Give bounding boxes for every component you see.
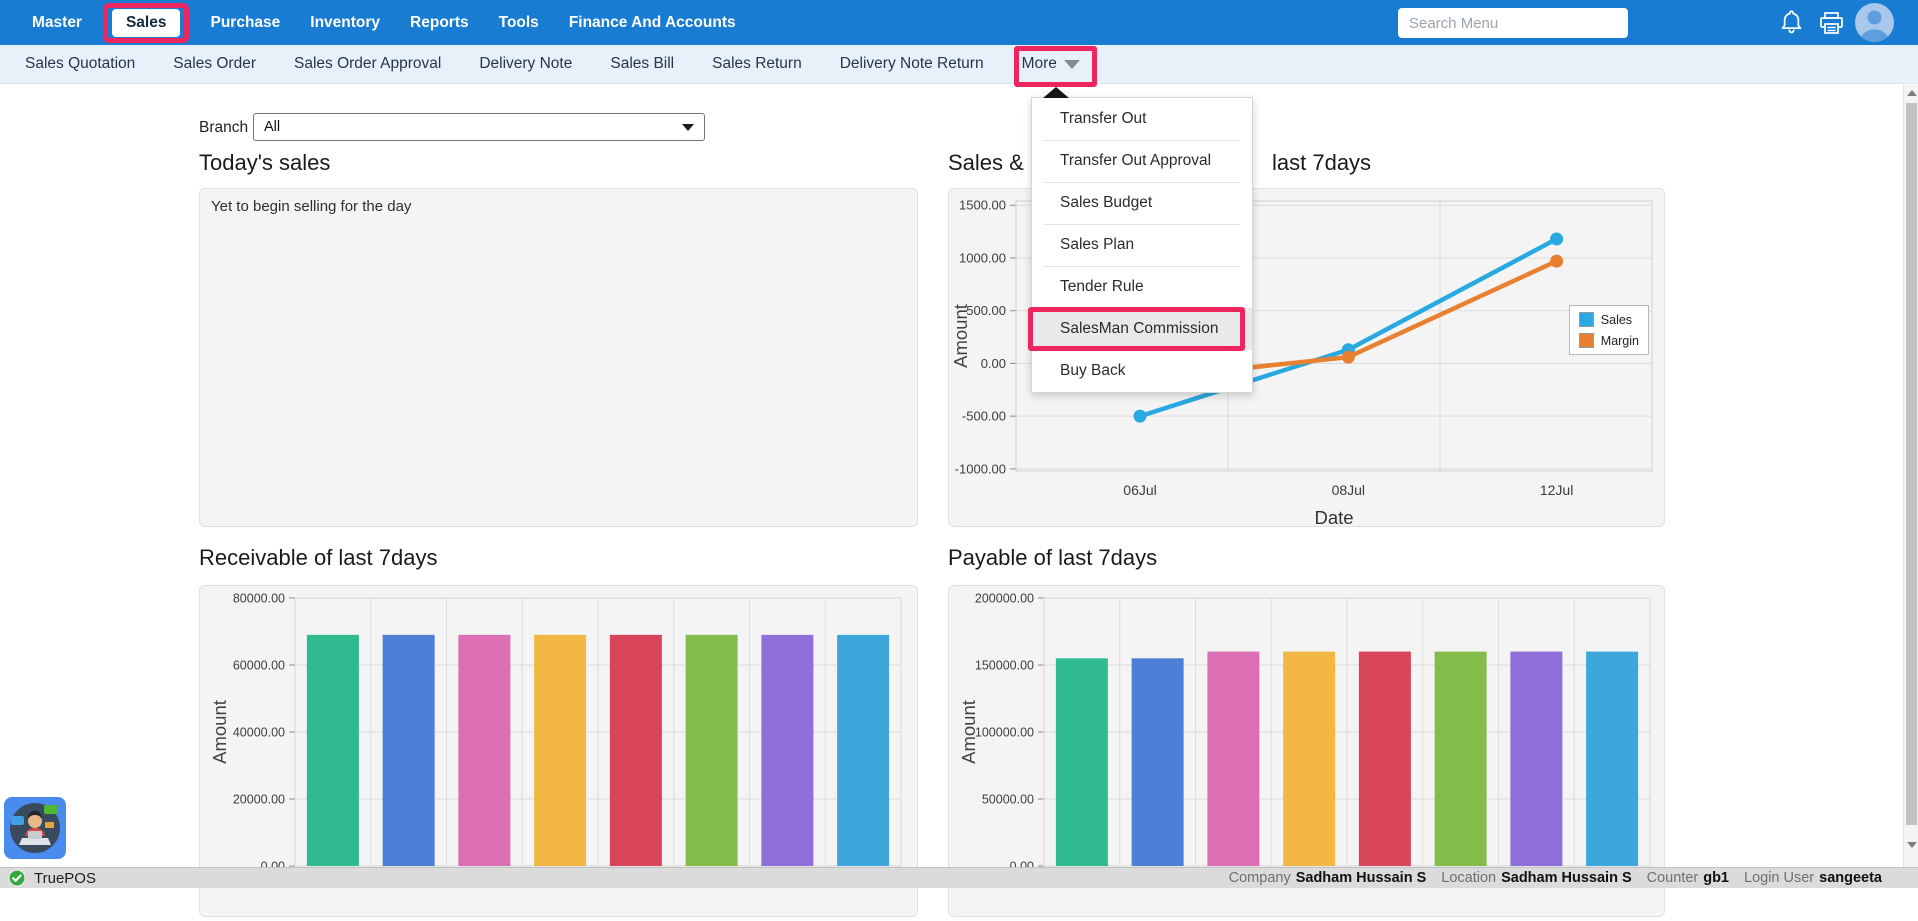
subnav-item-more[interactable]: More xyxy=(1022,55,1080,73)
scrollbar-up-arrow-icon[interactable] xyxy=(1907,90,1917,96)
subnav-item-sales-order-approval[interactable]: Sales Order Approval xyxy=(294,55,441,73)
today-sales-panel: Yet to begin selling for the day xyxy=(199,188,918,527)
select-caret-icon xyxy=(682,124,694,131)
nav-item-master[interactable]: Master xyxy=(32,14,82,32)
subnav-item-sales-return[interactable]: Sales Return xyxy=(712,55,802,73)
svg-text:08Jul: 08Jul xyxy=(1332,482,1365,498)
today-sales-title: Today's sales xyxy=(199,150,330,176)
nav-item-reports[interactable]: Reports xyxy=(410,14,469,32)
svg-text:1500.00: 1500.00 xyxy=(959,198,1006,213)
svg-text:150000.00: 150000.00 xyxy=(975,659,1034,673)
legend-entry-sales: Sales xyxy=(1579,312,1639,327)
status-company: CompanySadham Hussain S xyxy=(1229,870,1427,886)
menu-item-tender-rule[interactable]: Tender Rule xyxy=(1032,266,1252,308)
svg-text:Date: Date xyxy=(1314,507,1353,526)
menu-item-sales-budget[interactable]: Sales Budget xyxy=(1032,182,1252,224)
legend-entry-margin: Margin xyxy=(1579,333,1639,348)
chart-legend: Sales Margin xyxy=(1569,305,1649,355)
user-avatar[interactable] xyxy=(1855,3,1894,42)
more-dropdown-menu: Transfer OutTransfer Out ApprovalSales B… xyxy=(1031,97,1253,393)
subnav-item-sales-quotation[interactable]: Sales Quotation xyxy=(25,55,135,73)
menu-item-sales-plan[interactable]: Sales Plan xyxy=(1032,224,1252,266)
status-counter: Countergb1 xyxy=(1647,870,1729,886)
svg-text:Amount: Amount xyxy=(958,700,979,764)
annotation-highlight-salesman-commission xyxy=(1028,307,1245,351)
status-fields: CompanySadham Hussain S LocationSadham Hu… xyxy=(1229,870,1882,886)
svg-text:100000.00: 100000.00 xyxy=(975,726,1034,740)
scrollbar-thumb[interactable] xyxy=(1906,103,1917,825)
sales-margin-title-tail: last 7days xyxy=(1272,150,1371,176)
nav-item-purchase[interactable]: Purchase xyxy=(210,14,280,32)
subnav-item-sales-bill[interactable]: Sales Bill xyxy=(610,55,674,73)
support-chat-widget[interactable] xyxy=(4,797,66,859)
svg-text:1000.00: 1000.00 xyxy=(959,250,1006,265)
svg-text:0.00: 0.00 xyxy=(981,356,1006,371)
svg-text:60000.00: 60000.00 xyxy=(233,659,285,673)
scrollbar-down-arrow-icon[interactable] xyxy=(1907,842,1917,848)
legend-swatch xyxy=(1579,312,1594,327)
nav-item-finance-and-accounts[interactable]: Finance And Accounts xyxy=(569,14,736,32)
svg-text:-500.00: -500.00 xyxy=(962,409,1006,424)
printer-icon[interactable] xyxy=(1818,11,1845,41)
svg-text:Amount: Amount xyxy=(950,304,971,368)
svg-text:40000.00: 40000.00 xyxy=(233,726,285,740)
top-navbar: Master Sales Purchase Inventory Reports Tools… xyxy=(0,0,1918,45)
search-input[interactable] xyxy=(1398,8,1628,38)
subnav-item-delivery-note[interactable]: Delivery Note xyxy=(479,55,572,73)
nav-item-inventory[interactable]: Inventory xyxy=(310,14,380,32)
status-login-user: Login Usersangeeta xyxy=(1744,870,1882,886)
more-label: More xyxy=(1022,55,1057,73)
sales-sub-navbar: Sales Quotation Sales Order Sales Order Ap… xyxy=(0,45,1918,84)
subnav-item-sales-order[interactable]: Sales Order xyxy=(173,55,256,73)
check-icon xyxy=(8,869,26,887)
annotation-highlight-sales xyxy=(103,3,190,43)
menu-item-transfer-out[interactable]: Transfer Out xyxy=(1032,98,1252,140)
branch-select-value: All xyxy=(264,119,280,135)
nav-item-tools[interactable]: Tools xyxy=(499,14,539,32)
menu-item-transfer-out-approval[interactable]: Transfer Out Approval xyxy=(1032,140,1252,182)
svg-text:-1000.00: -1000.00 xyxy=(955,461,1006,476)
nav-item-sales[interactable]: Sales xyxy=(112,9,181,37)
legend-swatch xyxy=(1579,333,1594,348)
branch-label: Branch xyxy=(199,119,248,137)
brand-name: TruePOS xyxy=(34,870,96,887)
payable-title: Payable of last 7days xyxy=(948,545,1157,571)
branch-select[interactable]: All xyxy=(253,113,705,141)
vertical-scrollbar xyxy=(1903,85,1918,867)
bell-icon[interactable] xyxy=(1779,9,1804,41)
today-sales-message: Yet to begin selling for the day xyxy=(211,198,411,215)
svg-text:Amount: Amount xyxy=(209,700,230,764)
svg-text:80000.00: 80000.00 xyxy=(233,592,285,606)
svg-text:06Jul: 06Jul xyxy=(1123,482,1156,498)
dropdown-caret-icon xyxy=(1043,87,1069,98)
brand: TruePOS xyxy=(8,869,96,887)
top-nav-items: Master Sales Purchase Inventory Reports Tools… xyxy=(32,0,736,45)
svg-text:50000.00: 50000.00 xyxy=(982,793,1034,807)
menu-item-salesman-commission[interactable]: SalesMan Commission xyxy=(1032,308,1252,350)
chevron-down-icon xyxy=(1064,60,1080,69)
svg-text:20000.00: 20000.00 xyxy=(233,793,285,807)
svg-text:12Jul: 12Jul xyxy=(1540,482,1573,498)
svg-text:500.00: 500.00 xyxy=(966,303,1006,318)
status-bar: TruePOS CompanySadham Hussain S LocationS… xyxy=(0,867,1918,888)
subnav-item-delivery-note-return[interactable]: Delivery Note Return xyxy=(840,55,984,73)
svg-text:200000.00: 200000.00 xyxy=(975,592,1034,606)
menu-item-buy-back[interactable]: Buy Back xyxy=(1032,350,1252,392)
status-location: LocationSadham Hussain S xyxy=(1441,870,1631,886)
receivable-title: Receivable of last 7days xyxy=(199,545,437,571)
